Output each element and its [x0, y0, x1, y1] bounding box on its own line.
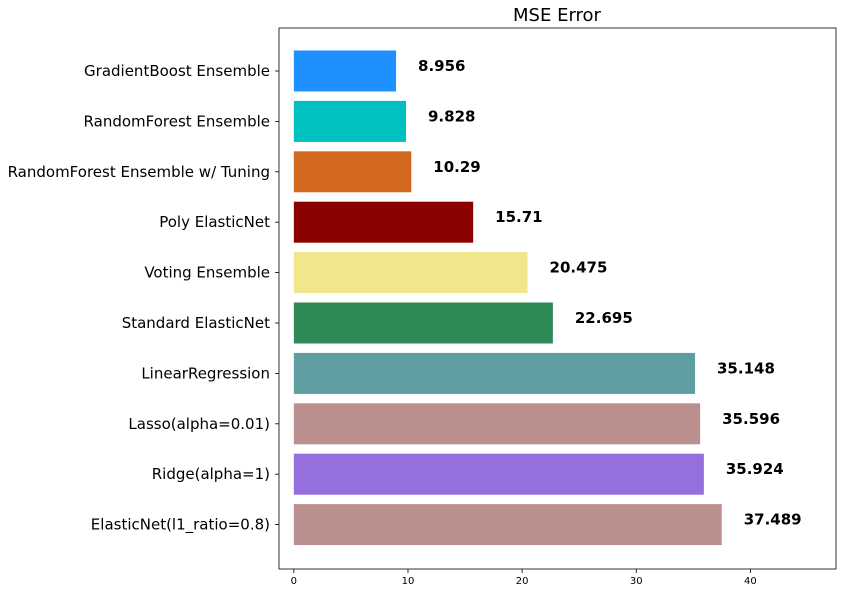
x-tick-label: 20: [516, 576, 529, 587]
bars-layer: [293, 50, 722, 546]
bar-9: [293, 504, 722, 546]
chart-title: MSE Error: [513, 5, 602, 26]
category-label: Lasso(alpha=0.01): [128, 415, 270, 433]
bar-6: [293, 352, 696, 394]
bar-7: [293, 403, 701, 445]
x-tick-label: 0: [291, 576, 297, 587]
category-label: Standard ElasticNet: [122, 314, 270, 332]
x-tick-label: 30: [630, 576, 643, 587]
bar-5: [293, 302, 553, 344]
category-label: Ridge(alpha=1): [152, 465, 270, 483]
value-label: 15.71: [495, 208, 542, 226]
bar-0: [293, 50, 397, 92]
category-label: RandomForest Ensemble: [84, 112, 270, 130]
value-label: 9.828: [428, 107, 475, 125]
category-label: GradientBoost Ensemble: [84, 62, 270, 80]
value-label: 8.956: [418, 57, 465, 75]
bar-8: [293, 453, 704, 495]
plot-frame: [278, 27, 837, 570]
bar-2: [293, 151, 412, 193]
x-tick-label: 10: [402, 576, 415, 587]
category-label: LinearRegression: [141, 364, 270, 382]
category-label: RandomForest Ensemble w/ Tuning: [8, 163, 270, 181]
value-label: 35.148: [717, 359, 775, 377]
category-labels: GradientBoost Ensemble RandomForest Ensem…: [8, 62, 271, 535]
category-label: Voting Ensemble: [144, 264, 270, 282]
bar-4: [293, 252, 528, 294]
category-label: ElasticNet(l1_ratio=0.8): [91, 516, 270, 535]
x-tick-label: 40: [744, 576, 757, 587]
x-axis-ticks: 0 10 20 30 40: [275, 70, 757, 587]
value-label: 20.475: [550, 259, 608, 277]
value-label: 10.29: [433, 158, 480, 176]
value-label: 37.489: [744, 511, 802, 529]
category-label: Poly ElasticNet: [159, 213, 270, 231]
value-label: 22.695: [575, 309, 633, 327]
value-label: 35.924: [726, 460, 784, 478]
bar-1: [293, 100, 407, 142]
value-labels: 8.956 9.828 10.29 15.71 20.475 22.695 35.148 35…: [418, 57, 802, 529]
value-label: 35.596: [722, 410, 780, 428]
bar-3: [293, 201, 474, 243]
